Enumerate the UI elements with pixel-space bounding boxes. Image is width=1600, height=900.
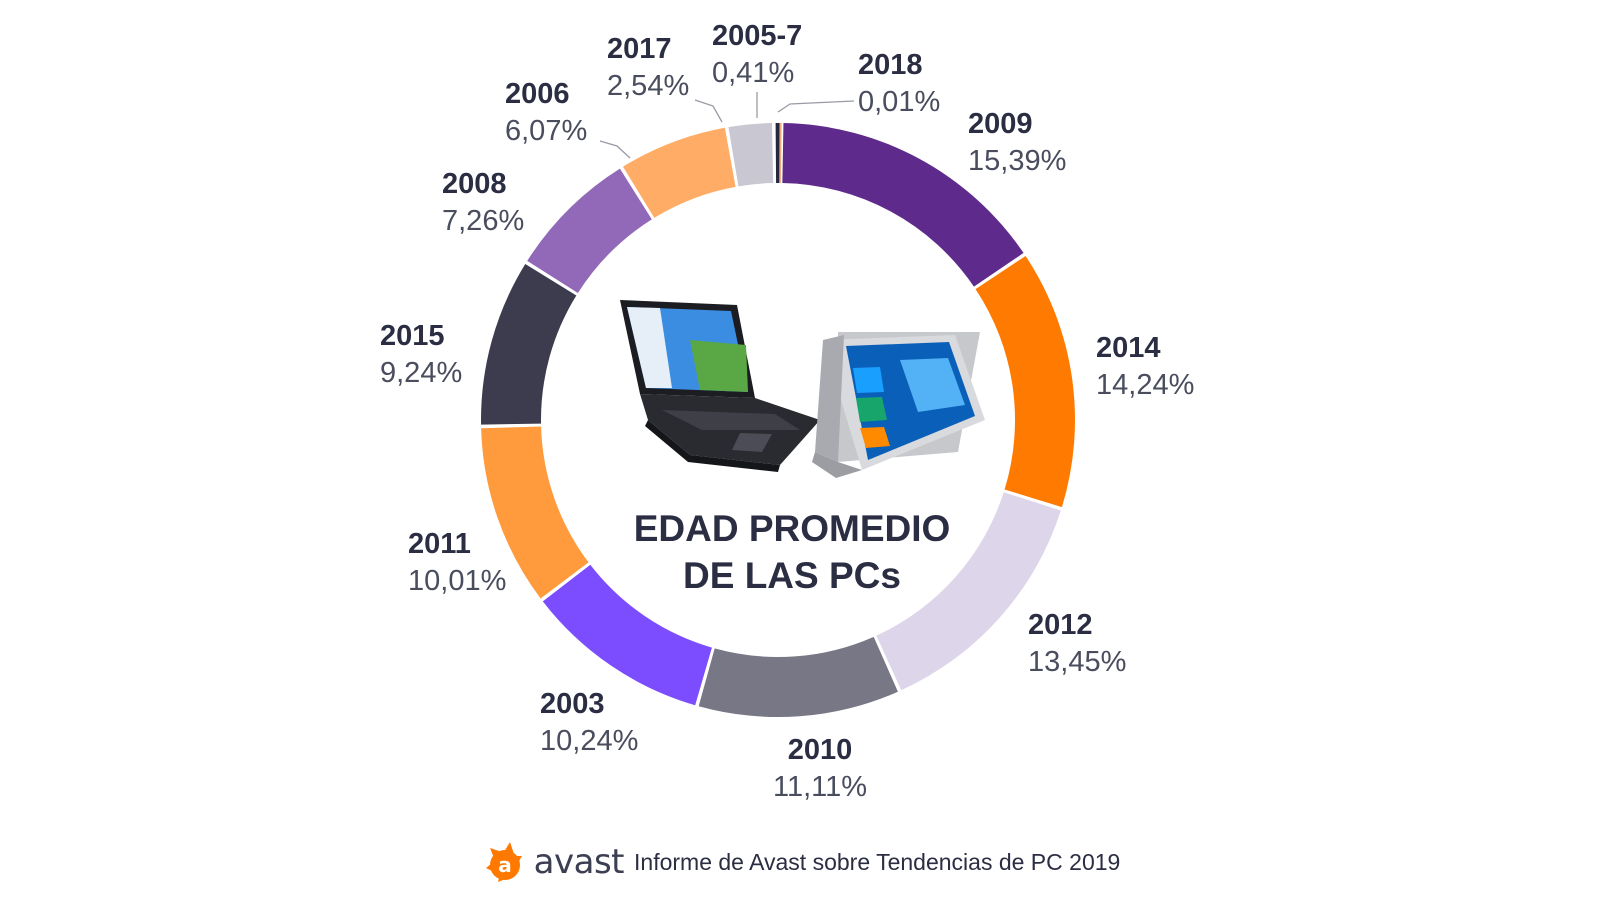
slice-2010 [698,636,898,717]
slice-label-2011: 2011 [408,528,471,560]
slice-value-2011: 10,01% [408,565,506,597]
slice-value-2014: 14,24% [1096,369,1194,401]
leader-line-2018 [777,100,855,113]
slice-label-2009: 2009 [968,108,1033,140]
slice-value-2017: 2,54% [607,70,689,102]
avast-wordmark: avast [533,842,625,882]
slice-label-2014: 2014 [1096,332,1161,364]
slice-2018 [779,123,782,184]
slice-value-2005-7: 0,41% [712,57,794,89]
convertible-laptop-icon [812,332,985,478]
slice-label-2005-7: 2005-7 [712,20,802,52]
slice-value-2009: 15,39% [968,145,1066,177]
laptop-icon [620,300,820,472]
laptop-illustration [620,300,985,478]
slice-value-2003: 10,24% [540,725,638,757]
slice-label-2003: 2003 [540,688,605,720]
slice-label-2015: 2015 [380,320,445,352]
center-title-line-1: EDAD PROMEDIO [634,508,951,549]
slice-label-2017: 2017 [607,33,672,65]
leader-lines [599,92,855,159]
leader-line-2017 [694,99,723,123]
slice-2005-7 [775,123,780,184]
slice-2011 [481,426,589,599]
slice-2015 [481,263,577,425]
slice-2012 [876,492,1061,691]
slice-value-2008: 7,26% [442,205,524,237]
slice-2008 [527,168,652,294]
slice-value-2018: 0,01% [858,86,940,118]
slice-2014 [975,255,1076,508]
slice-2006 [622,127,736,218]
donut-slices [481,123,1076,717]
slice-2003 [542,564,712,706]
slice-label-2010: 2010 [788,734,853,766]
leader-line-2006 [599,140,631,159]
slice-labels: 2018 0,01% 2009 15,39% 2014 14,24% 2012 13,45% 2… [380,20,1194,803]
footer-caption: Informe de Avast sobre Tendencias de PC … [634,848,1121,875]
footer: a avast Informe de Avast sobre Tendencia… [0,838,1600,886]
slice-label-2012: 2012 [1028,609,1093,641]
slice-label-2018: 2018 [858,49,923,81]
slice-label-2008: 2008 [442,168,507,200]
avast-logo-icon: a [485,842,522,882]
slice-value-2010: 11,11% [773,771,867,803]
slice-value-2015: 9,24% [380,357,462,389]
slice-value-2012: 13,45% [1028,646,1126,678]
slice-2017 [728,123,774,187]
slice-value-2006: 6,07% [505,115,587,147]
slice-2009 [782,123,1024,287]
slice-label-2006: 2006 [505,78,570,110]
svg-text:a: a [498,853,512,877]
center-title-line-2: DE LAS PCs [683,555,901,596]
center-title: EDAD PROMEDIO DE LAS PCs [634,508,951,596]
